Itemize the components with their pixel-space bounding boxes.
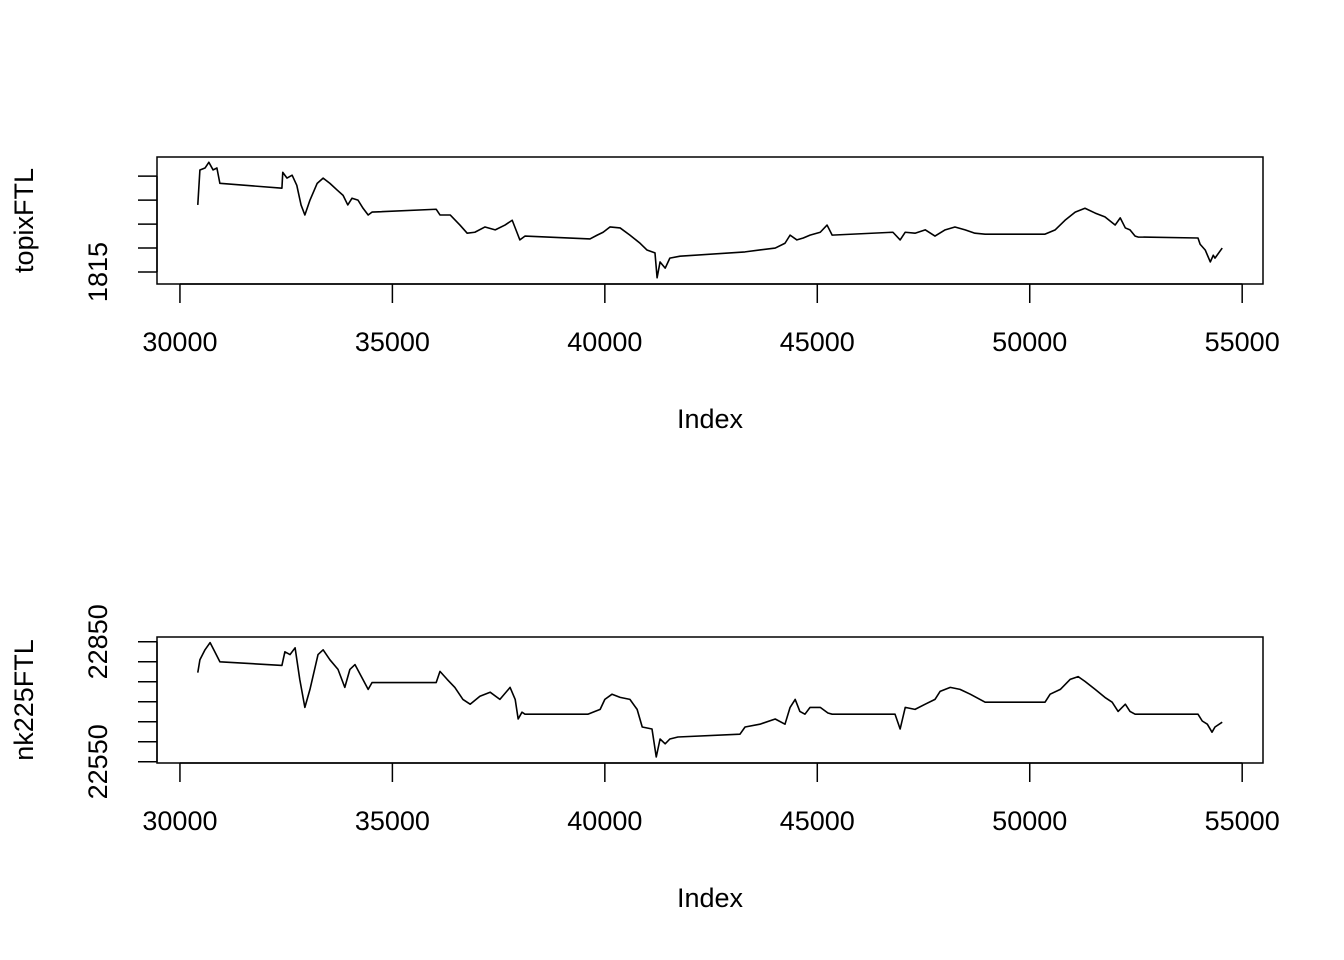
x-axis-title: Index bbox=[677, 404, 744, 434]
x-tick-label: 50000 bbox=[992, 806, 1067, 836]
x-tick-label: 50000 bbox=[992, 327, 1067, 357]
data-line bbox=[197, 641, 1223, 758]
x-tick-label: 35000 bbox=[355, 806, 430, 836]
x-tick-label: 30000 bbox=[142, 806, 217, 836]
x-tick-label: 40000 bbox=[567, 327, 642, 357]
x-tick-label: 35000 bbox=[355, 327, 430, 357]
x-tick-label: 45000 bbox=[780, 327, 855, 357]
plot-box bbox=[156, 636, 1264, 764]
data-line bbox=[196, 161, 1223, 279]
y-axis-title: nk225FTL bbox=[9, 639, 39, 761]
y-axis-title: topixFTL bbox=[9, 168, 39, 273]
x-tick-label: 45000 bbox=[780, 806, 855, 836]
x-tick-label: 40000 bbox=[567, 806, 642, 836]
plot-box bbox=[156, 156, 1264, 285]
x-tick-label: 30000 bbox=[142, 327, 217, 357]
x-tick-label: 55000 bbox=[1205, 327, 1280, 357]
y-tick-label: 1815 bbox=[83, 242, 113, 302]
y-tick-label: 22850 bbox=[83, 604, 113, 679]
x-tick-label: 55000 bbox=[1205, 806, 1280, 836]
y-tick-label: 22550 bbox=[83, 724, 113, 799]
x-axis-title: Index bbox=[677, 883, 744, 913]
